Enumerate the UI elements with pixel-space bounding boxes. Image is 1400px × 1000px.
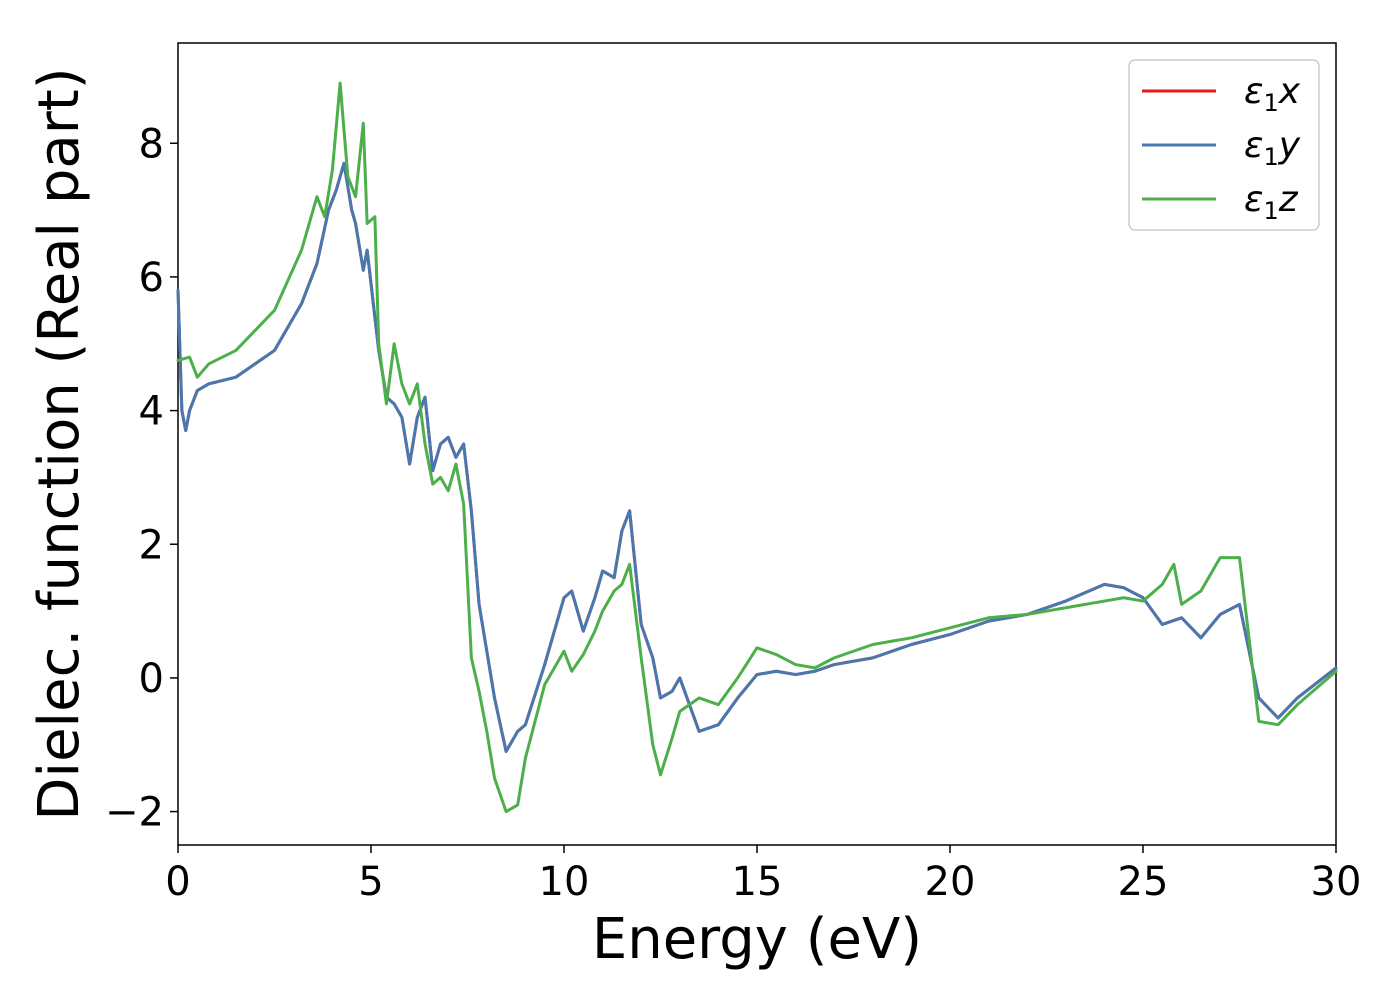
x-tick-label: 15 [732,859,783,905]
y-tick-label: 0 [139,656,164,702]
y-axis-ticks: −2 0 2 4 6 8 [105,121,178,836]
legend-box [1128,59,1320,231]
x-tick-label: 30 [1311,859,1362,905]
x-tick-label: 20 [925,859,976,905]
legend-label-main: ε [1244,71,1263,112]
y-tick-label: 6 [139,255,164,301]
legend-label-x: ε1x [1244,71,1301,117]
legend-label-sub: 1 [1263,143,1278,171]
series-layer [176,81,1338,814]
y-axis-label: Dielec. function (Real part) [27,67,92,820]
y-tick-label: −2 [105,790,164,836]
x-axis-ticks: 0 5 10 15 20 25 30 [165,845,1361,905]
x-tick-label: 10 [539,859,590,905]
legend-label-sub: 1 [1263,197,1278,225]
series-line-y [176,161,1338,753]
x-tick-label: 0 [165,859,190,905]
x-axis-label: Energy (eV) [592,907,922,972]
legend-label-main: ε [1244,179,1263,220]
legend-label-y: ε1y [1244,125,1301,171]
y-tick-label: 4 [139,389,164,435]
legend-label-main: ε [1244,125,1263,166]
legend-label-z: ε1z [1244,179,1299,225]
y-tick-label: 8 [139,121,164,167]
x-tick-label: 5 [358,859,383,905]
legend-label-var: z [1278,179,1299,220]
legend-label-sub: 1 [1263,89,1278,117]
y-tick-label: 2 [139,522,164,568]
x-tick-label: 25 [1118,859,1169,905]
series-line-z [176,81,1338,814]
legend-label-var: x [1278,71,1301,112]
legend-label-var: y [1278,125,1301,166]
